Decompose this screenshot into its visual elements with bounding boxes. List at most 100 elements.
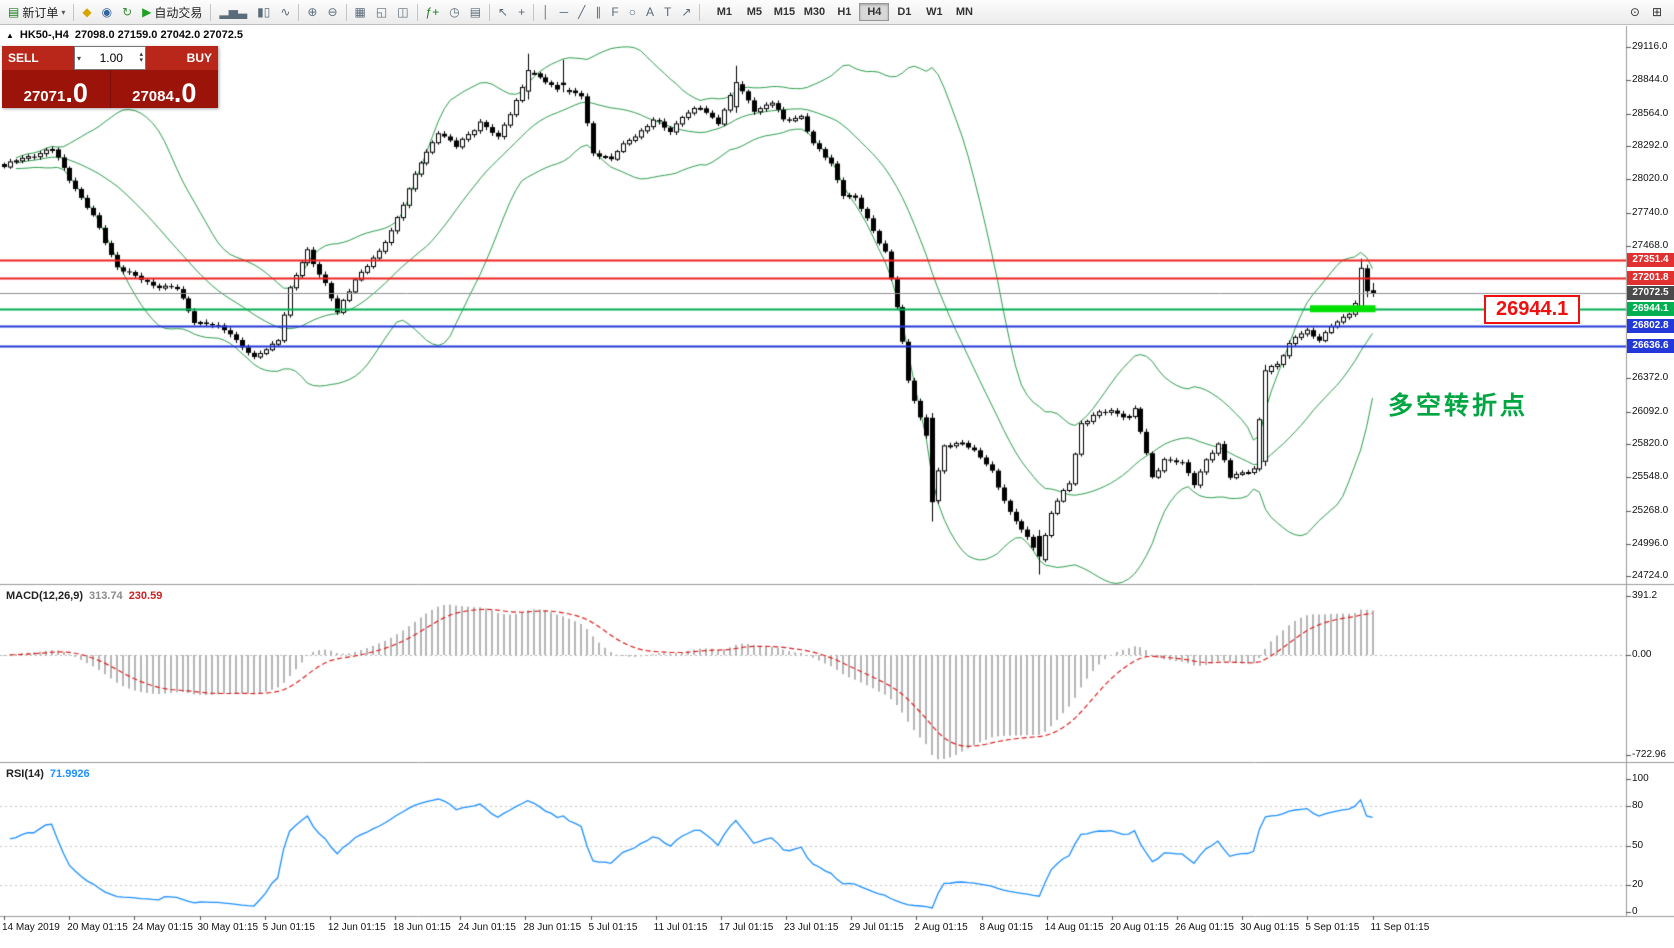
toolbar-separator bbox=[699, 3, 701, 21]
volume-stepper: ▴ ▾ bbox=[139, 51, 145, 64]
arrows-icon: ↗ bbox=[681, 5, 692, 19]
fibonacci-icon[interactable]: F bbox=[606, 1, 623, 23]
autotrading-button-icon: ▶ bbox=[142, 5, 152, 19]
autotrading-button[interactable]: ▶ 自动交易 bbox=[137, 1, 207, 23]
candlestick-chart-icon[interactable]: ▮▯ bbox=[252, 1, 275, 23]
sell-price-main: 27071 bbox=[23, 88, 66, 105]
shapes-icon: ○ bbox=[628, 5, 636, 19]
vertical-line-icon[interactable]: │ bbox=[537, 1, 555, 23]
vertical-line-icon: │ bbox=[542, 5, 550, 19]
profiles-icon[interactable]: ◆ bbox=[77, 1, 96, 23]
bar-chart-icon[interactable]: ▂▅▃ bbox=[214, 1, 252, 23]
buy-button-label: BUY bbox=[186, 51, 212, 65]
new-order-button[interactable]: ▤ 新订单 ▾ bbox=[3, 1, 70, 23]
new-order-button-icon: ▤ bbox=[8, 5, 20, 19]
price-callout[interactable]: 26944.1 bbox=[1484, 295, 1581, 324]
zoom-out-icon: ⊖ bbox=[327, 5, 338, 19]
symbol-period-label: HK50-,H4 bbox=[19, 29, 69, 41]
volume-up-icon[interactable]: ▴ bbox=[139, 51, 143, 58]
arrange-windows-icon[interactable]: ◫ bbox=[392, 1, 413, 23]
timeframe-m30[interactable]: M30 bbox=[803, 6, 826, 18]
search-icon[interactable]: ⊙ bbox=[1629, 5, 1640, 19]
shapes-icon[interactable]: ○ bbox=[624, 1, 641, 23]
text-label-icon: T bbox=[663, 5, 672, 19]
zoom-out-icon[interactable]: ⊖ bbox=[322, 1, 342, 23]
timeframe-h4[interactable]: H4 bbox=[859, 3, 890, 21]
toolbar-separator bbox=[533, 3, 535, 21]
refresh-icon[interactable]: ↻ bbox=[117, 1, 137, 23]
sell-price-frac: .0 bbox=[65, 78, 88, 108]
arrange-windows-icon: ◫ bbox=[397, 5, 409, 19]
text-icon: A bbox=[645, 5, 654, 19]
timeframe-m5[interactable]: M5 bbox=[746, 6, 763, 18]
collapse-panel-icon[interactable]: ▲ bbox=[6, 30, 14, 40]
macd-title: MACD(12,26,9) bbox=[6, 590, 84, 602]
buy-price-frac: .0 bbox=[173, 78, 197, 108]
new-order-button-label: 新订单 bbox=[22, 5, 59, 20]
timeframe-w1[interactable]: W1 bbox=[926, 6, 943, 18]
volume-down-icon[interactable]: ▾ bbox=[139, 57, 143, 64]
new-chart-icon[interactable]: ⊞ bbox=[1651, 5, 1662, 19]
crosshair-icon[interactable]: + bbox=[513, 1, 530, 23]
timeframe-h1[interactable]: H1 bbox=[837, 6, 852, 18]
cascade-windows-icon[interactable]: ◱ bbox=[371, 1, 392, 23]
timeframe-m1[interactable]: M1 bbox=[716, 6, 733, 18]
sell-button[interactable]: SELL bbox=[2, 46, 74, 70]
volume-dropdown-icon[interactable]: ▾ bbox=[77, 53, 82, 63]
rsi-label: RSI(14) 71.9926 bbox=[6, 768, 90, 780]
arrows-icon[interactable]: ↗ bbox=[676, 1, 696, 23]
horizontal-line-icon[interactable]: ─ bbox=[555, 1, 574, 23]
toolbar-separator bbox=[345, 3, 347, 21]
text-icon[interactable]: A bbox=[641, 1, 659, 23]
toolbar-separator bbox=[489, 3, 491, 21]
indicators-icon: ƒ+ bbox=[425, 5, 440, 19]
profiles-icon: ◆ bbox=[82, 5, 92, 19]
candlestick-chart-icon: ▮▯ bbox=[257, 5, 271, 19]
volume-value[interactable]: 1.00 bbox=[99, 51, 123, 65]
trendline-icon[interactable]: ╱ bbox=[573, 1, 590, 23]
macd-main-value: 313.74 bbox=[89, 590, 123, 602]
zoom-in-icon[interactable]: ⊕ bbox=[302, 1, 322, 23]
market-watch-icon: ◉ bbox=[101, 5, 113, 19]
timeframe-group: M1 M5 M15 M30 H1 H4 D1 W1 MN bbox=[709, 3, 979, 21]
equidistant-channel-icon[interactable]: ∥ bbox=[590, 1, 606, 23]
sell-button-label: SELL bbox=[8, 51, 39, 65]
toolbar-separator bbox=[416, 3, 418, 21]
cascade-windows-icon: ◱ bbox=[375, 5, 388, 19]
buy-price-main: 27084 bbox=[132, 88, 174, 105]
market-watch-icon[interactable]: ◉ bbox=[97, 1, 117, 23]
toolbar-separator bbox=[210, 3, 212, 21]
tile-windows-icon[interactable]: ▦ bbox=[350, 1, 371, 23]
chart-title: ▲ HK50-,H4 27098.0 27159.0 27042.0 27072… bbox=[6, 29, 243, 41]
templates-icon[interactable]: ▤ bbox=[465, 1, 486, 23]
autotrading-button-label: 自动交易 bbox=[154, 5, 203, 20]
one-click-trading-panel: SELL ▾ 1.00 ▴ ▾ BUY 27071.0 27084.0 bbox=[2, 46, 218, 108]
refresh-icon: ↻ bbox=[122, 5, 133, 19]
cursor-icon: ↖ bbox=[498, 5, 509, 19]
toolbar-separator bbox=[73, 3, 75, 21]
rsi-title: RSI(14) bbox=[6, 768, 44, 780]
timeframe-m15[interactable]: M15 bbox=[773, 6, 796, 18]
periods-icon[interactable]: ◷ bbox=[444, 1, 464, 23]
timeframe-d1[interactable]: D1 bbox=[897, 6, 912, 18]
zoom-in-icon: ⊕ bbox=[307, 5, 318, 19]
buy-price[interactable]: 27084.0 bbox=[109, 70, 219, 108]
line-chart-icon: ∿ bbox=[280, 5, 291, 19]
turning-point-annotation[interactable]: 多空转折点 bbox=[1388, 392, 1529, 420]
text-label-icon[interactable]: T bbox=[659, 1, 676, 23]
volume-input[interactable]: ▾ 1.00 ▴ ▾ bbox=[74, 46, 146, 70]
cursor-icon[interactable]: ↖ bbox=[493, 1, 513, 23]
line-chart-icon[interactable]: ∿ bbox=[275, 1, 295, 23]
sell-price[interactable]: 27071.0 bbox=[2, 70, 110, 108]
timeframe-mn[interactable]: MN bbox=[955, 6, 973, 18]
trendline-icon: ╱ bbox=[578, 5, 586, 19]
toolbar: ▤ 新订单 ▾ ◆ ◉ ↻ ▶ 自动交易 ▂▅▃ ▮▯ ∿ ⊕ ⊖ ▦ ◱ ◫ ƒ+ ◷ ▤ ↖ + │ ─ ╱ ∥ F ○ A T ↗ M… bbox=[0, 0, 1674, 25]
ohlc-values: 27098.0 27159.0 27042.0 27072.5 bbox=[74, 29, 244, 41]
toolbar-separator bbox=[298, 3, 300, 21]
macd-label: MACD(12,26,9) 313.74 230.59 bbox=[6, 590, 162, 602]
rsi-value: 71.9926 bbox=[49, 768, 90, 780]
buy-button[interactable]: BUY bbox=[146, 46, 218, 70]
indicators-icon[interactable]: ƒ+ bbox=[421, 1, 445, 23]
